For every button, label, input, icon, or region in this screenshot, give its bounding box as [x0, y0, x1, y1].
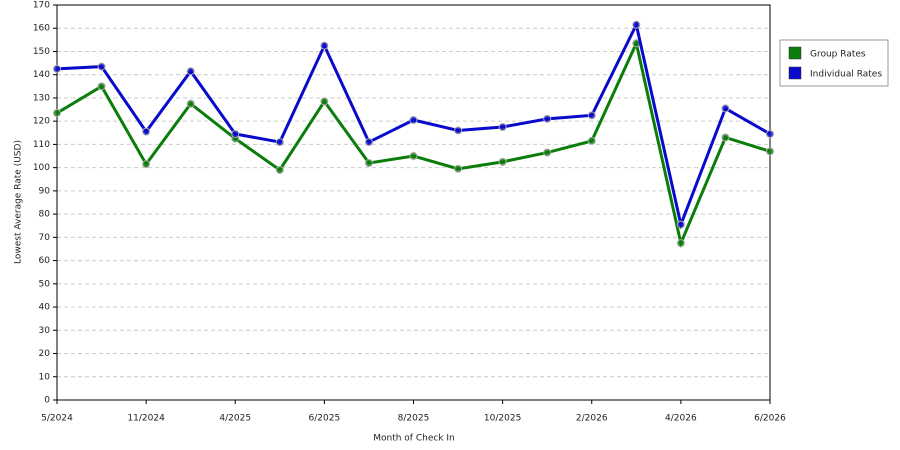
y-tick-label: 40 — [39, 303, 51, 313]
data-point — [275, 165, 284, 174]
data-point — [632, 20, 641, 29]
series-line — [56, 20, 771, 230]
plot-frame — [56, 4, 771, 401]
data-point — [498, 122, 507, 131]
data-point — [676, 239, 685, 248]
data-point — [97, 82, 106, 91]
x-tick-label: 6/2026 — [754, 414, 786, 424]
data-point — [676, 220, 685, 229]
data-point — [721, 133, 730, 142]
x-tick-label: 6/2025 — [309, 414, 341, 424]
y-tick-label: 10 — [39, 372, 51, 382]
y-tick-label: 170 — [33, 1, 50, 11]
y-tick-label: 110 — [33, 140, 50, 150]
y-tick-label: 150 — [33, 47, 50, 57]
data-point — [498, 157, 507, 166]
y-tick-label: 60 — [39, 256, 51, 266]
x-tick-label: 2/2026 — [576, 414, 608, 424]
y-tick-label: 160 — [33, 24, 50, 34]
data-point — [543, 148, 552, 157]
data-point — [766, 147, 774, 156]
y-tick-label: 120 — [33, 117, 50, 127]
data-point — [721, 104, 730, 113]
data-point — [409, 152, 418, 161]
y-tick-label: 130 — [33, 93, 50, 103]
data-point — [766, 129, 774, 138]
data-point — [275, 138, 284, 147]
y-tick-label: 90 — [39, 186, 51, 196]
data-point — [454, 126, 463, 135]
data-point — [142, 160, 151, 169]
data-point — [186, 67, 195, 76]
x-tick-label: 5/2024 — [41, 414, 73, 424]
data-point — [53, 109, 61, 118]
data-point — [186, 99, 195, 108]
x-tick-label: 10/2025 — [484, 414, 521, 424]
data-point — [543, 114, 552, 123]
data-point — [142, 127, 151, 136]
data-point — [231, 129, 240, 138]
y-tick-label: 100 — [33, 163, 50, 173]
data-point — [587, 136, 596, 145]
y-tick-label: 140 — [33, 70, 50, 80]
y-axis-title: Lowest Average Rate (USD) — [14, 140, 24, 264]
data-point — [364, 159, 373, 167]
y-tick-label: 20 — [39, 349, 51, 359]
legend-label: Group Rates — [810, 50, 866, 60]
x-axis-title: Month of Check In — [373, 434, 455, 444]
y-tick-label: 80 — [39, 210, 51, 220]
y-tick-label: 50 — [39, 279, 51, 289]
data-point — [409, 116, 418, 125]
y-tick-label: 70 — [39, 233, 51, 243]
y-tick-label: 30 — [39, 326, 51, 336]
data-point — [320, 97, 329, 106]
x-tick-label: 8/2025 — [398, 414, 430, 424]
data-point — [364, 138, 373, 147]
legend-label: Individual Rates — [810, 70, 882, 80]
data-point — [454, 164, 463, 173]
data-point — [587, 111, 596, 120]
data-point — [97, 62, 106, 71]
data-point — [53, 64, 61, 73]
y-tick-label: 0 — [44, 396, 50, 406]
x-tick-label: 4/2025 — [219, 414, 251, 424]
data-point — [320, 41, 329, 50]
legend-swatch — [788, 66, 802, 80]
x-tick-label: 11/2024 — [127, 414, 165, 424]
legend-swatch — [788, 46, 802, 60]
x-tick-label: 4/2026 — [665, 414, 697, 424]
